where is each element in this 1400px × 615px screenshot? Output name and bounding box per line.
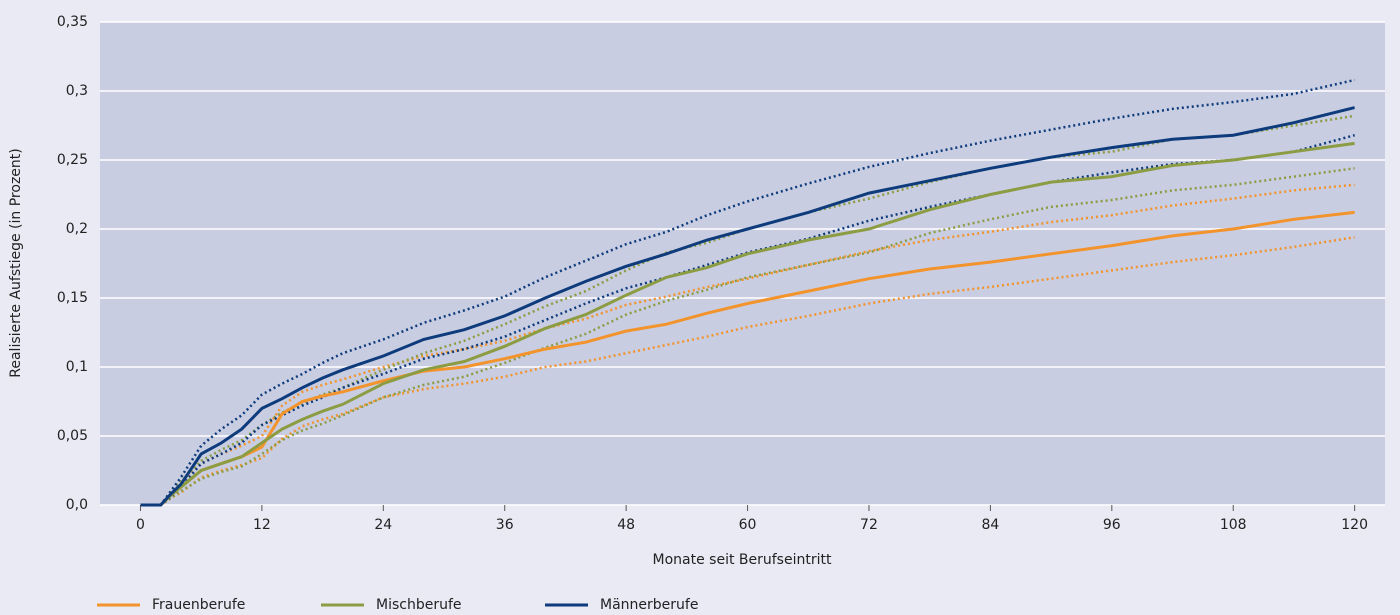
y-tick-label: 0,35: [57, 14, 88, 30]
x-tick-label: 120: [1341, 517, 1368, 533]
y-tick-label: 0,3: [66, 83, 88, 99]
interval-line: [140, 133, 1355, 507]
x-axis-title: Monate seit Berufseintritt: [653, 552, 832, 568]
x-tick-label: 48: [617, 517, 635, 533]
legend-label: Mischberufe: [376, 597, 462, 613]
y-tick-label: 0,05: [57, 428, 88, 444]
x-tick-label: 0: [136, 517, 145, 533]
x-tick-label: 60: [739, 517, 757, 533]
x-tick-label: 36: [496, 517, 514, 533]
x-tick-label: 84: [981, 517, 999, 533]
y-tick-label: 0,15: [57, 290, 88, 306]
interval-line: [140, 78, 1355, 507]
y-tick-label: 0,0: [66, 497, 88, 513]
plot-area: [100, 22, 1385, 505]
interval-line: [140, 114, 1355, 507]
x-tick-label: 96: [1103, 517, 1121, 533]
legend-label: Frauenberufe: [152, 597, 245, 613]
x-tick-label: 108: [1220, 517, 1247, 533]
x-tick-label: 12: [253, 517, 271, 533]
y-axis-title: Realisierte Aufstiege (in Prozent): [8, 148, 24, 377]
y-tick-label: 0,1: [66, 359, 88, 375]
y-tick-label: 0,2: [66, 221, 88, 237]
series-line: [140, 141, 1355, 507]
interval-line: [140, 183, 1355, 507]
x-tick-label: 72: [860, 517, 878, 533]
series-line: [140, 106, 1355, 507]
legend-label: Männerberufe: [600, 597, 698, 613]
y-tick-label: 0,25: [57, 152, 88, 168]
x-tick-label: 24: [374, 517, 392, 533]
